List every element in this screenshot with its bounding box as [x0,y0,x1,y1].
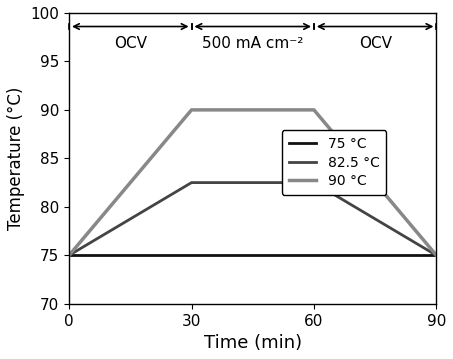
Text: OCV: OCV [359,37,392,51]
90 °C [67,253,72,257]
82.5 °C [67,253,72,257]
Text: OCV: OCV [114,37,147,51]
90 °C [311,108,317,112]
Legend: 75 °C, 82.5 °C, 90 °C: 75 °C, 82.5 °C, 90 °C [282,130,386,195]
82.5 °C [311,181,317,185]
Line: 90 °C: 90 °C [69,110,436,255]
90 °C [434,253,439,257]
82.5 °C [434,253,439,257]
90 °C [189,108,194,112]
82.5 °C [189,181,194,185]
Line: 82.5 °C: 82.5 °C [69,183,436,255]
Text: 500 mA cm⁻²: 500 mA cm⁻² [202,37,304,51]
X-axis label: Time (min): Time (min) [204,334,302,352]
Y-axis label: Temperature (°C): Temperature (°C) [7,87,25,230]
